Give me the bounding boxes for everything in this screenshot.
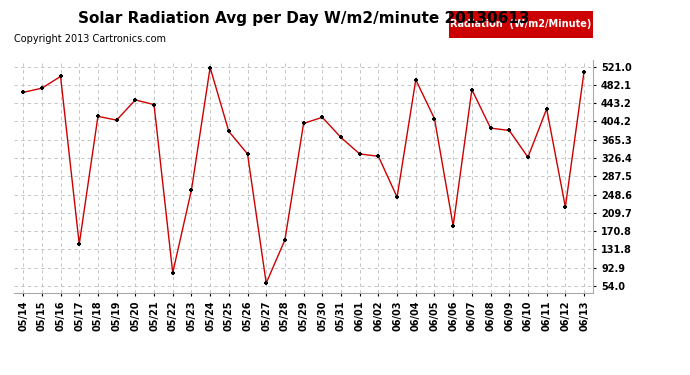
Point [74,241,85,247]
Point [167,270,178,276]
Point [186,187,197,193]
Point [541,106,552,112]
Point [317,114,328,120]
Point [354,151,365,157]
Point [335,135,346,141]
Point [448,223,459,229]
Point [92,113,104,119]
Point [242,151,253,157]
Point [578,69,589,75]
Point [279,237,290,243]
Point [224,128,235,134]
Point [55,74,66,80]
Point [18,89,29,95]
Point [504,128,515,134]
Point [37,85,48,91]
Point [261,280,272,286]
Point [466,87,477,93]
Point [560,204,571,210]
Text: Radiation  (W/m2/Minute): Radiation (W/m2/Minute) [451,20,591,29]
Point [522,154,533,160]
Point [485,125,496,131]
Point [148,102,159,108]
Point [391,194,402,200]
Point [130,97,141,103]
Point [298,120,309,126]
Point [111,117,122,123]
Point [205,64,216,70]
Point [373,153,384,159]
Point [429,116,440,122]
Point [411,77,422,83]
Text: Copyright 2013 Cartronics.com: Copyright 2013 Cartronics.com [14,34,166,44]
Text: Solar Radiation Avg per Day W/m2/minute 20130613: Solar Radiation Avg per Day W/m2/minute … [78,11,529,26]
